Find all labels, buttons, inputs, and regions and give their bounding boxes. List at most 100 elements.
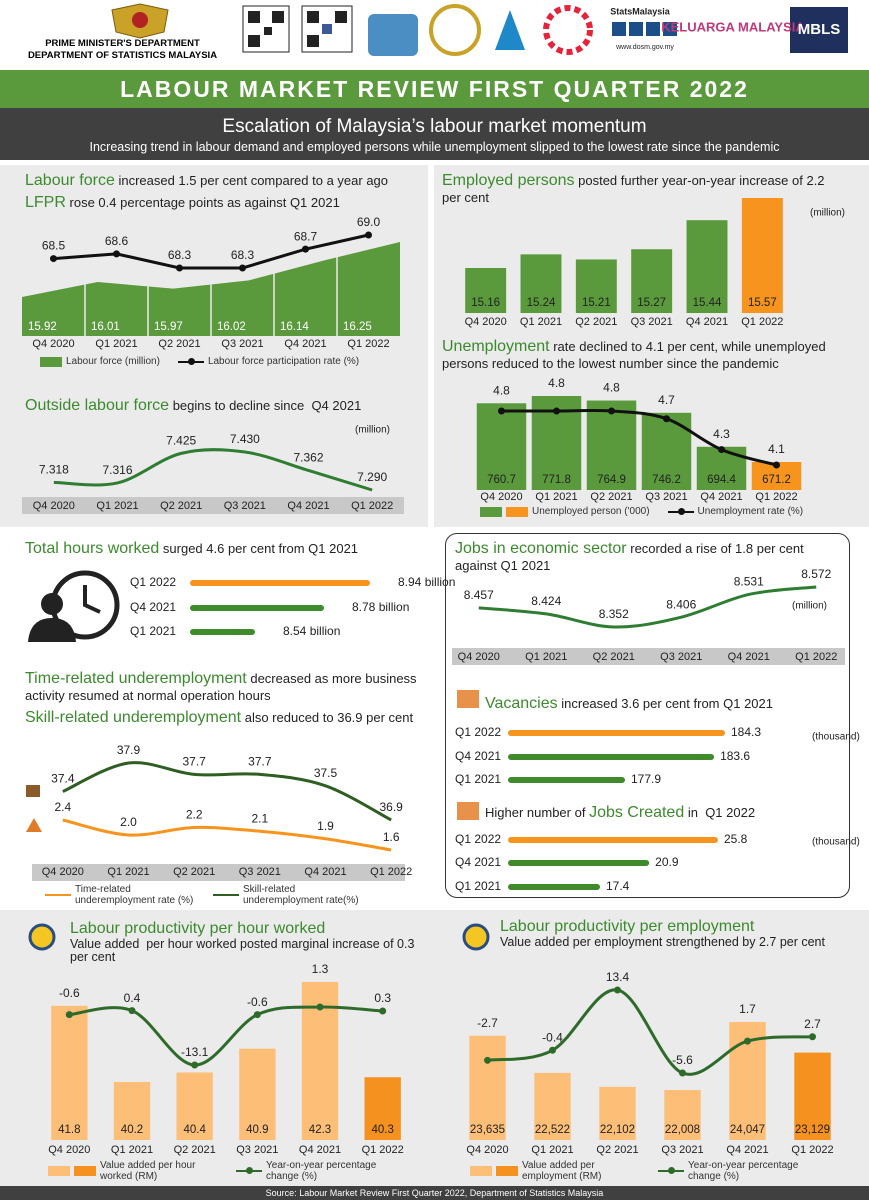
unit-label: (thousand) (812, 837, 860, 848)
y-tick-label: Q4 2021 (455, 855, 501, 869)
line-value-label: 37.7 (182, 755, 206, 769)
x-tick-label: Q4 2021 (700, 491, 742, 503)
axis-band (452, 648, 845, 665)
legend-swatch (48, 1166, 70, 1176)
title-highlight: Outside labour force (25, 397, 170, 414)
x-tick-label: Q4 2020 (458, 651, 500, 663)
y-tick-label: Q1 2021 (455, 772, 501, 786)
bar-value-label: 41.8 (58, 1124, 80, 1136)
x-tick-label: Q2 2021 (596, 1144, 638, 1156)
footer: Source: Labour Market Review First Quart… (0, 1186, 869, 1200)
bar (51, 1005, 88, 1140)
x-tick-label: Q1 2021 (107, 866, 149, 878)
bar (469, 1035, 506, 1140)
x-tick-label: Q4 2021 (726, 1144, 768, 1156)
line-marker (553, 407, 560, 415)
title-highlight: Vacancies (485, 695, 558, 712)
legend-swatch (40, 356, 62, 367)
x-tick-label: Q4 2021 (299, 1144, 341, 1156)
icons (26, 570, 490, 951)
bar (520, 254, 562, 313)
bar (508, 884, 600, 890)
title-highlight: Labour productivity per hour worked (70, 920, 326, 937)
crest-center (132, 12, 148, 28)
legend-item: Labour force (million) (40, 356, 160, 367)
logos: StatsMalaysia www.dosm.gov.my KELUARGA M… (111, 3, 848, 56)
qr-cell (248, 35, 260, 47)
title-text: rate declined to 4.1 per cent, while une… (442, 339, 830, 371)
logo-text: StatsMalaysia (610, 6, 671, 16)
title-highlight: LFPR (25, 194, 66, 211)
logo-text: www.dosm.gov.my (615, 44, 674, 51)
x-tick-label: Q4 2021 (284, 338, 326, 350)
bar-value-label: 15.27 (637, 297, 666, 309)
title-text: Higher number of (485, 805, 590, 820)
bar (239, 1048, 276, 1140)
bar-value-label: 23,129 (795, 1124, 830, 1136)
bar (508, 837, 718, 843)
bar-value-label: 24,047 (730, 1124, 765, 1136)
bar-value-label: 15.24 (527, 297, 556, 309)
line-value-label: 4.7 (658, 393, 675, 407)
line-value-label: 4.8 (603, 381, 620, 395)
line-value-label: 8.406 (666, 597, 696, 611)
x-tick-label: Q2 2021 (160, 500, 202, 512)
time-icon (26, 818, 42, 832)
panel-title: Labour productivity per employment Value … (500, 918, 830, 949)
line-value-label: 2.4 (54, 800, 71, 814)
panel-title: Jobs in economic sector recorded a rise … (455, 540, 840, 579)
qr-cell (307, 11, 319, 23)
line-marker (614, 986, 621, 994)
x-tick-label: Q4 2020 (465, 316, 507, 328)
x-tick-label: Q4 2020 (42, 866, 84, 878)
title-line: Employed persons posted further year-on-… (442, 172, 842, 206)
line-value-label: -0.6 (247, 995, 268, 1009)
panel-subtitle: Value added per hour worked posted margi… (70, 937, 418, 964)
org-name: PRIME MINISTER'S DEPARTMENT DEPARTMENT O… (25, 38, 220, 62)
line-value-label: 37.5 (314, 766, 338, 780)
bar-value-label: 40.2 (121, 1124, 143, 1136)
bar-value-label: 40.4 (183, 1124, 206, 1136)
line-value-label: 4.8 (548, 376, 565, 390)
title-line: Labour force increased 1.5 per cent comp… (25, 172, 425, 189)
bar (190, 629, 255, 635)
bar (575, 259, 617, 313)
line-value-label: 4.1 (768, 442, 785, 456)
bar-value-label: 183.6 (720, 749, 750, 763)
logo-text: KELUARGA MALAYSIA (661, 19, 805, 34)
x-tick-label: Q1 2021 (95, 338, 137, 350)
bar-value-label: 771.8 (542, 474, 571, 486)
headline-bar: Escalation of Malaysia’s labour market m… (0, 108, 869, 160)
y-tick-label: Q1 2022 (455, 725, 501, 739)
line-value-label: -2.7 (477, 1016, 498, 1030)
x-tick-label: Q3 2021 (239, 866, 281, 878)
area-value-label: 16.25 (343, 321, 372, 333)
area-value-label: 16.01 (91, 321, 120, 333)
legend-dot (246, 1167, 253, 1174)
line-value-label: 7.425 (166, 434, 196, 448)
x-tick-label: Q2 2021 (575, 316, 617, 328)
social-icon (646, 22, 660, 36)
line-value-label: 2.7 (804, 1017, 821, 1031)
x-tick-label: Q1 2021 (525, 651, 567, 663)
legend-text: Labour force (million) (66, 356, 160, 367)
x-tick-label: Q1 2022 (741, 316, 783, 328)
legend-item: Labour force participation rate (%) (177, 356, 359, 367)
legend: Value added per hour worked (RM) Year-on-… (48, 1160, 406, 1182)
bar (586, 400, 637, 490)
line-marker (744, 1037, 751, 1045)
line-value-label: -5.6 (672, 1053, 693, 1067)
line-marker (113, 250, 120, 258)
legend-line (177, 357, 204, 365)
mbls-logo (790, 7, 848, 53)
area-value-label: 16.02 (217, 321, 246, 333)
legend-swatch (470, 1166, 492, 1176)
line-marker (253, 1011, 261, 1019)
x-tick-label: Q4 2020 (48, 1144, 90, 1156)
line-value-label: 1.7 (739, 1002, 756, 1016)
legend-line (658, 1167, 684, 1174)
title-highlight: Labour productivity per employment (500, 918, 755, 935)
bar-value-label: 40.3 (371, 1124, 393, 1136)
y-tick-label: Q1 2022 (130, 575, 176, 589)
